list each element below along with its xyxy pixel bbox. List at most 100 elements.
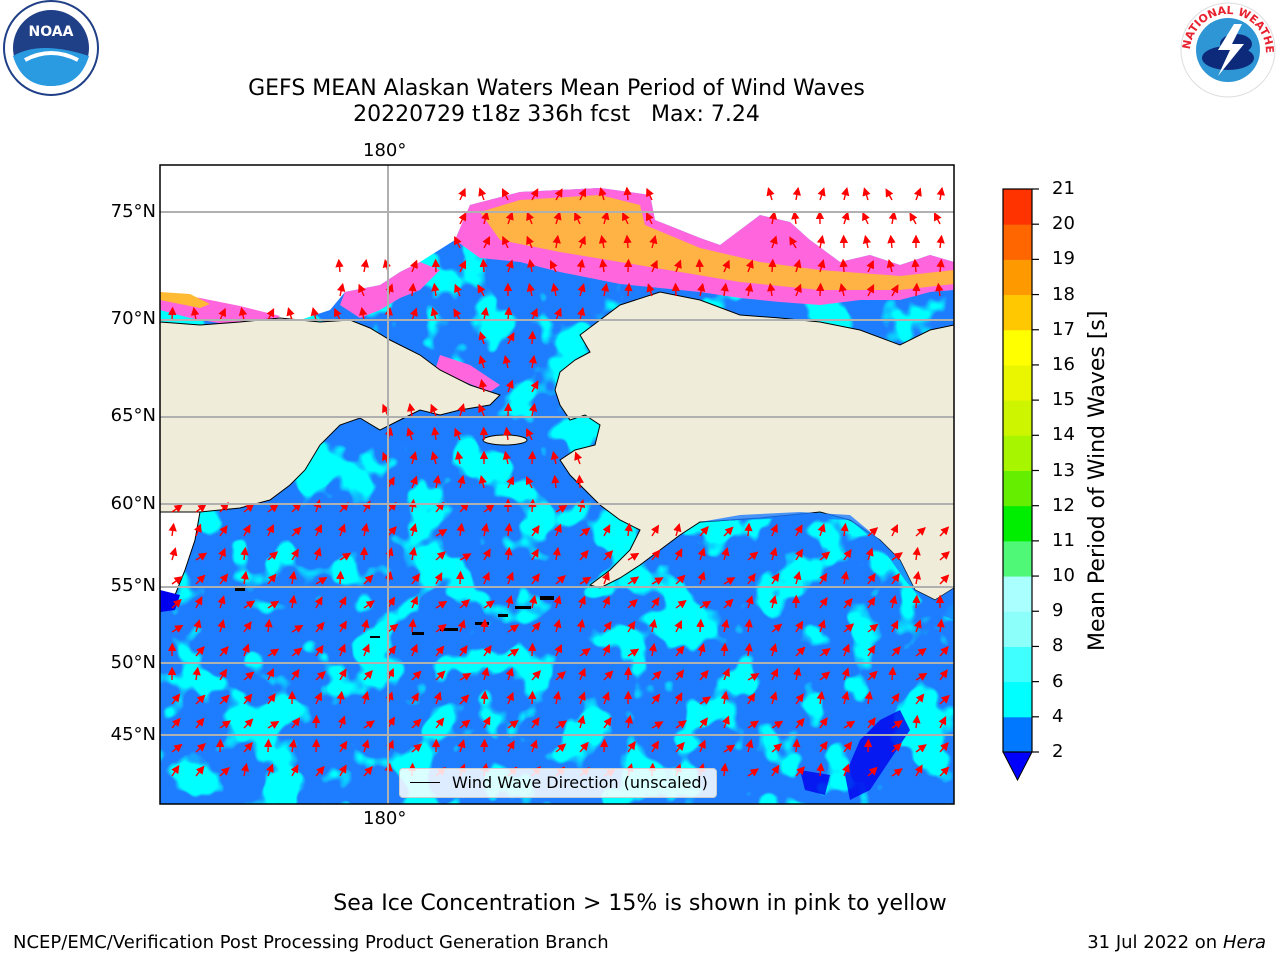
wind-wave-arrow — [171, 717, 181, 729]
wind-wave-arrow — [553, 211, 562, 225]
wind-wave-arrow — [603, 670, 614, 681]
wind-wave-arrow — [747, 692, 756, 705]
wind-wave-arrow — [361, 619, 370, 633]
wind-wave-arrow — [555, 671, 566, 681]
wind-wave-arrow — [171, 764, 180, 777]
wind-wave-arrow — [310, 307, 319, 321]
wind-wave-arrow — [195, 574, 206, 585]
wind-wave-arrow — [793, 571, 802, 585]
wind-wave-arrow — [915, 693, 925, 705]
wind-wave-arrows — [167, 186, 950, 778]
wind-wave-arrow — [747, 768, 759, 777]
wind-wave-arrow — [477, 284, 486, 297]
wind-wave-arrow — [623, 234, 632, 249]
colorbar-block — [1003, 259, 1032, 296]
wind-wave-arrow — [530, 307, 538, 321]
wind-wave-arrow — [457, 619, 466, 633]
colorbar-tick-label: 8 — [1052, 635, 1064, 657]
wind-wave-arrow — [171, 598, 182, 609]
wind-wave-arrow — [435, 528, 448, 537]
wind-wave-arrow — [480, 618, 489, 633]
wind-wave-arrow — [411, 718, 422, 729]
wind-wave-arrow — [267, 693, 276, 705]
wind-wave-arrow — [933, 212, 942, 225]
wind-wave-arrow — [411, 743, 423, 753]
wind-wave-arrow — [577, 691, 586, 705]
wind-wave-arrow — [598, 187, 607, 201]
wind-wave-arrow — [291, 647, 303, 657]
wind-wave-arrow — [623, 186, 632, 201]
wind-wave-arrow — [411, 670, 422, 681]
colorbar-tick-label: 20 — [1052, 213, 1075, 235]
wind-wave-arrow — [723, 577, 736, 586]
wind-wave-arrow — [531, 621, 541, 633]
wind-wave-arrow — [936, 258, 945, 273]
wind-wave-arrow — [602, 595, 610, 609]
wind-wave-arrow — [434, 572, 443, 585]
wind-wave-arrow — [435, 670, 446, 681]
wind-wave-arrow — [457, 403, 466, 417]
wind-wave-arrow — [482, 548, 491, 561]
wind-wave-arrow — [627, 741, 636, 753]
wind-wave-arrow — [819, 597, 828, 609]
wind-wave-arrow — [362, 643, 370, 657]
wind-wave-arrow — [579, 527, 591, 537]
wind-wave-arrow — [552, 546, 561, 561]
wind-wave-arrow — [699, 696, 712, 705]
wind-wave-arrow — [791, 210, 800, 225]
wind-wave-arrow — [675, 645, 685, 657]
wind-wave-arrow — [482, 571, 490, 585]
wind-wave-arrow — [505, 595, 514, 609]
wind-wave-arrow — [502, 235, 510, 249]
wind-wave-arrow — [531, 525, 540, 537]
wind-wave-arrow — [841, 667, 850, 681]
wind-wave-arrow — [697, 571, 706, 585]
wind-wave-arrow — [649, 235, 658, 249]
wind-wave-arrow — [912, 546, 921, 561]
wind-wave-arrow — [506, 740, 515, 753]
wind-wave-arrow — [219, 645, 229, 657]
wind-wave-arrow — [792, 738, 801, 753]
wind-wave-arrow — [266, 523, 274, 537]
wind-wave-arrow — [504, 522, 513, 537]
wind-wave-arrow — [432, 474, 442, 489]
wind-wave-arrow — [459, 694, 470, 705]
wind-wave-arrow — [313, 499, 322, 513]
wind-wave-arrow — [867, 596, 876, 609]
wind-wave-arrow — [671, 282, 680, 297]
wind-wave-arrow — [795, 717, 805, 729]
wind-wave-arrow — [795, 766, 806, 777]
wind-wave-arrow — [550, 450, 559, 465]
wind-wave-arrow — [409, 475, 418, 489]
wind-wave-arrow — [313, 547, 322, 561]
wind-wave-arrow — [338, 764, 347, 777]
wind-wave-arrow — [862, 187, 871, 201]
wind-wave-arrow — [338, 643, 346, 657]
wind-wave-arrow — [912, 594, 921, 609]
wind-wave-arrow — [745, 259, 754, 273]
wind-wave-arrow — [839, 258, 848, 273]
wind-wave-arrow — [770, 668, 779, 681]
colorbar-block — [1003, 400, 1032, 436]
legend-line-swatch — [410, 782, 440, 783]
wind-wave-arrow — [768, 210, 778, 225]
colorbar-block — [1003, 646, 1032, 683]
wind-wave-arrow — [480, 522, 490, 537]
wind-wave-arrow — [909, 212, 918, 225]
wind-wave-arrow — [338, 596, 347, 609]
wind-wave-arrow — [243, 671, 255, 681]
wind-wave-arrow — [939, 551, 950, 561]
wind-wave-arrow — [674, 692, 683, 705]
wind-wave-arrow — [192, 666, 201, 681]
wind-wave-arrow — [816, 234, 826, 249]
wind-wave-arrow — [744, 522, 753, 537]
wind-wave-arrow — [337, 523, 346, 537]
footnote: Sea Ice Concentration > 15% is shown in … — [333, 891, 947, 916]
colorbar-tick-label: 11 — [1052, 529, 1075, 551]
wind-wave-arrow — [459, 599, 471, 609]
wind-wave-arrow — [651, 693, 661, 705]
wind-wave-arrow — [600, 738, 609, 753]
wind-wave-arrow — [699, 525, 709, 537]
wind-wave-arrow — [915, 526, 926, 537]
wind-wave-arrow — [862, 211, 870, 225]
